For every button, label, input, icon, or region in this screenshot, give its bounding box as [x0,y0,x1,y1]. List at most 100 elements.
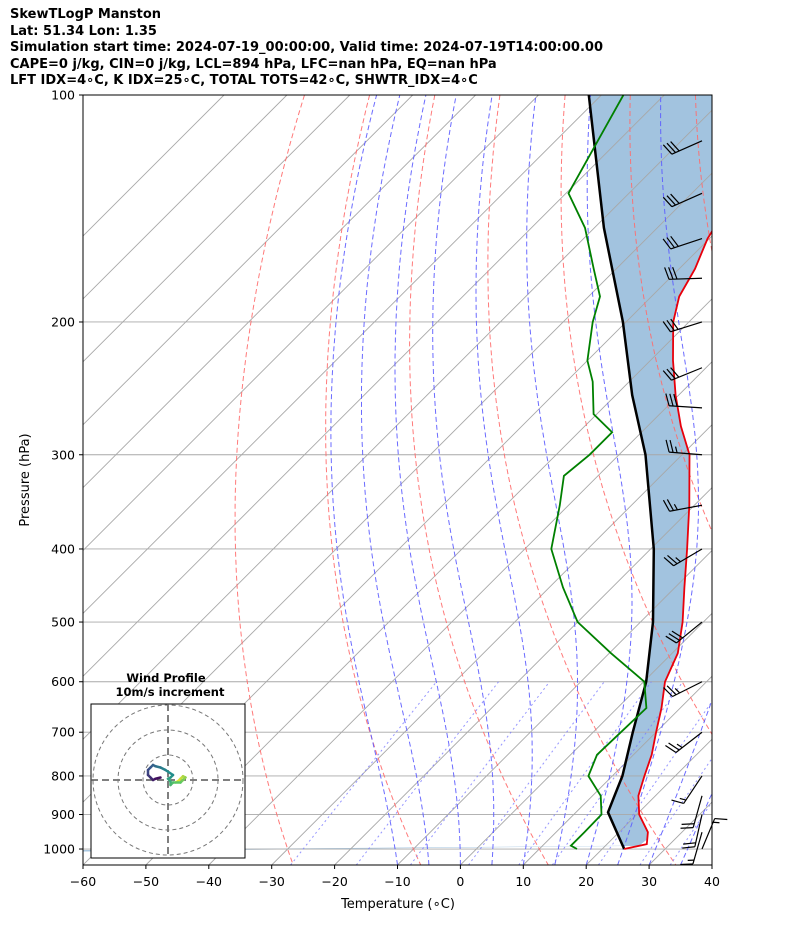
wind-barb-staff [669,504,703,512]
isotherm-line [83,95,288,300]
wind-barb-half-flag [674,688,681,694]
wind-barb-flag [680,826,694,829]
mixing-ratio-line [409,681,550,865]
wind-barb-flag [667,554,678,565]
moist-adiabat-line [526,95,578,865]
x-tick-label: 30 [641,874,657,889]
y-tick-label: 100 [51,88,75,103]
wind-barbs [662,140,728,866]
wind-barb-flag [668,267,674,280]
wind-barb-flag [662,370,672,381]
wind-barb-staff [683,775,703,804]
wind-barb [665,621,703,644]
x-axis-label: Temperature (∘C) [340,897,455,912]
wind-barb-flag [668,742,680,751]
x-tick-label: −40 [196,874,222,889]
inset-ring [117,729,219,831]
y-tick-label: 400 [51,541,75,556]
y-tick-label: 1000 [43,842,75,857]
wind-barb-staff [670,321,703,333]
moist-adiabat-line [711,863,712,865]
isotherm-line [271,424,712,865]
x-axis-ticks: −60 −50 −40 −30 −20 −10 0 10 20 30 40 [70,865,720,889]
chart-params: CAPE=0 j/kg, CIN=0 j/kg, LCL=894 hPa, LF… [10,56,497,72]
wind-barb [662,192,703,208]
isotherm-line [522,675,712,865]
wind-barb-staff [671,367,703,381]
x-tick-label: −30 [259,874,285,889]
moist-adiabat-line [475,95,533,865]
wind-barb-flag [670,235,679,247]
chart-location: Lat: 51.34 Lon: 1.35 [10,23,157,39]
isotherm-line [83,95,665,677]
wind-barb-flag [662,144,673,155]
wind-barb-flag [662,321,671,333]
wind-barb [664,266,703,280]
wind-barb-staff [673,548,703,567]
wind-barb [665,731,703,753]
dry-adiabat-line [761,95,794,865]
moist-adiabat-line [617,95,699,865]
mixing-ratio-line [639,757,712,865]
y-tick-label: 500 [51,615,75,630]
wind-barb-staff [676,621,703,644]
isotherm-line [83,95,602,615]
dry-adiabat-line [409,95,549,865]
isotherm-line [83,109,712,740]
wind-barb-staff [671,192,703,208]
wind-barb-flag [682,846,695,849]
wind-barb [663,681,703,698]
moist-adiabat-line [330,95,398,865]
y-tick-label: 200 [51,314,75,329]
wind-barb-flag [665,635,677,644]
y-tick-label: 900 [51,807,75,822]
isotherm-line [397,549,712,865]
wind-barb-flag [671,799,684,804]
wind-barb-staff [701,818,716,850]
wind-barb-staff [694,814,703,847]
wind-barb-flag [665,439,670,453]
wind-barb-staff [672,681,703,698]
wind-barb [663,548,703,567]
wind-barb-flag [673,393,678,407]
dry-adiabat-line [694,95,712,255]
dry-adiabat-line [629,95,712,533]
wind-barb-flag [666,368,676,380]
y-axis-ticks: 1000 900 800 700 600 500 400 300 200 100 [43,88,83,857]
mixing-ratio-line [468,681,605,865]
wind-barb-flag [666,195,676,206]
dry-adiabat-line [234,95,305,865]
chart-title: SkewTLogP Manston [10,7,162,22]
chart-indices: LFT IDX=4∘C, K IDX=25∘C, TOTAL TOTS=42∘C… [10,73,478,88]
y-tick-label: 800 [51,768,75,783]
y-tick-label: 700 [51,725,75,740]
wind-barb-flag [680,863,693,866]
wind-barb [662,367,703,381]
wind-barb [662,235,703,250]
wind-barb-flag [670,318,679,330]
y-axis-label: Pressure (hPa) [18,433,33,526]
wind-barb-staff [669,405,703,409]
wind-barb-flag [662,499,671,512]
wind-barb-staff [668,277,703,280]
wind-profile-inset: Wind Profile 10m/s increment [90,671,246,859]
wind-barb-staff [692,832,703,865]
parcel-profile-line [587,95,656,850]
wind-barb-staff [675,731,703,753]
x-tick-label: −50 [133,874,159,889]
wind-barb-flag [668,633,680,641]
wind-barb-staff [669,451,703,456]
x-tick-label: −10 [384,874,410,889]
mixing-ratio-line [355,681,499,865]
isotherm-line [83,95,476,489]
wind-barb-flag [670,367,680,378]
wind-barb-flag [666,237,675,249]
inset-ring [142,754,194,806]
x-tick-label: −20 [321,874,347,889]
chart-times: Simulation start time: 2024-07-19_00:00:… [10,40,603,55]
mixing-ratio-lines [290,681,712,865]
wind-barb-flag [665,744,677,753]
wind-barb [662,499,703,512]
wind-barb-flag [663,557,674,567]
